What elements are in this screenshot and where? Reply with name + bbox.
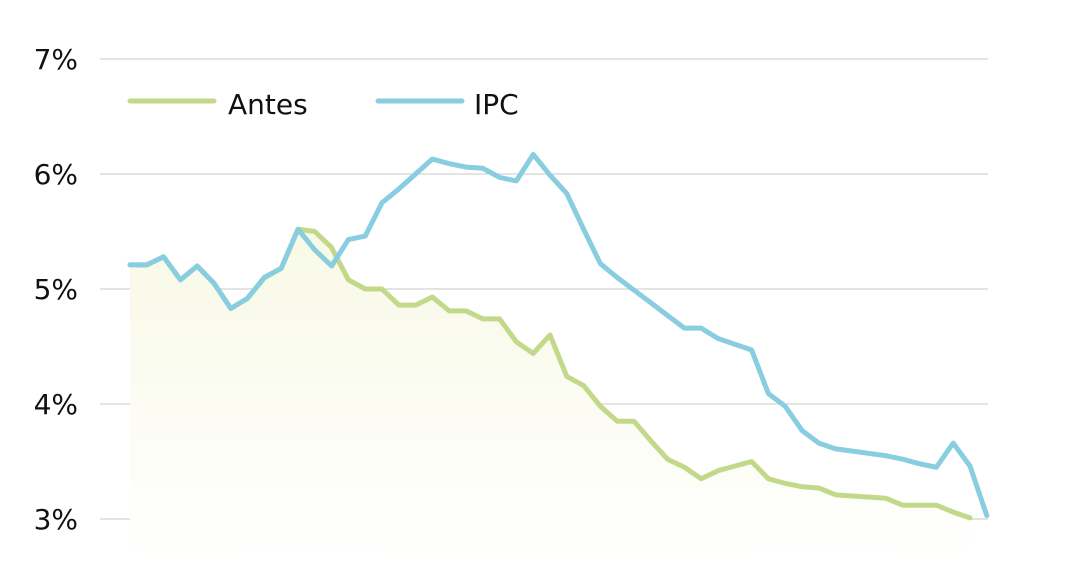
legend-label-antes: Antes [228, 88, 308, 121]
area-antes [130, 229, 970, 567]
series-areas [130, 229, 970, 567]
series-lines [127, 151, 990, 521]
legend: Antes IPC [127, 88, 519, 121]
y-tick-label: 7% [34, 43, 78, 76]
y-axis-ticks: 3% 4% 5% 6% 7% [34, 43, 78, 536]
y-tick-label: 4% [34, 388, 78, 421]
y-tick-label: 5% [34, 273, 78, 306]
y-tick-label: 3% [34, 503, 78, 536]
series-line-ipc [127, 151, 990, 519]
legend-label-ipc: IPC [474, 88, 519, 121]
y-tick-label: 6% [34, 158, 78, 191]
